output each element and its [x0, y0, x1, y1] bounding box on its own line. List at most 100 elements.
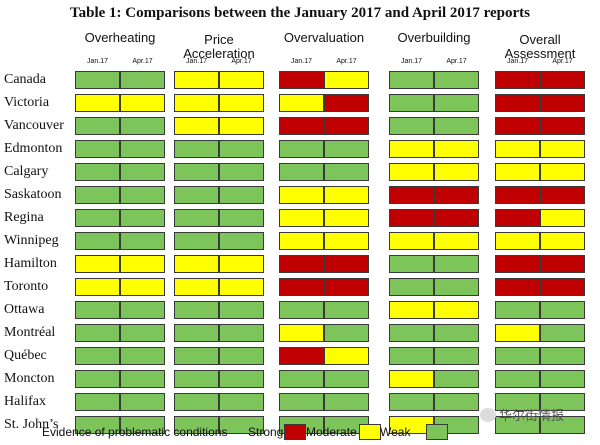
rating-cell [279, 117, 324, 135]
rating-cell [434, 255, 479, 273]
period-header: Jan.17 [290, 58, 313, 65]
rating-cell [120, 94, 165, 112]
rating-cell [219, 94, 264, 112]
rating-cell [174, 347, 219, 365]
rating-cell [434, 94, 479, 112]
rating-cell [120, 393, 165, 411]
rating-cell [540, 117, 585, 135]
rating-cell [219, 186, 264, 204]
period-header: Apr.17 [446, 58, 467, 65]
city-label: Québec [4, 348, 47, 363]
rating-cell [75, 278, 120, 296]
rating-cell [434, 71, 479, 89]
rating-cell [120, 370, 165, 388]
rating-cell [75, 232, 120, 250]
category-header-text: Overvaluation [284, 31, 364, 45]
rating-cell [495, 94, 540, 112]
rating-cell [219, 278, 264, 296]
rating-cell [279, 209, 324, 227]
rating-cell [389, 186, 434, 204]
rating-cell [75, 347, 120, 365]
rating-cell [75, 186, 120, 204]
rating-cell [540, 232, 585, 250]
rating-cell [324, 347, 369, 365]
rating-cell [174, 393, 219, 411]
rating-cell [495, 71, 540, 89]
rating-cell [75, 94, 120, 112]
rating-cell [120, 232, 165, 250]
table-title: Table 1: Comparisons between the January… [69, 5, 531, 21]
rating-cell [389, 117, 434, 135]
rating-cell [174, 140, 219, 158]
rating-cell [75, 117, 120, 135]
rating-cell [75, 324, 120, 342]
category-header-line1: Overheating [84, 30, 156, 45]
rating-cell [174, 232, 219, 250]
city-label: Hamilton [4, 256, 57, 271]
rating-cell [75, 416, 120, 434]
rating-cell [174, 324, 219, 342]
rating-cell [219, 301, 264, 319]
rating-cell [389, 140, 434, 158]
legend-label-weak: Weak [380, 425, 411, 439]
rating-cell [279, 278, 324, 296]
rating-cell [389, 209, 434, 227]
city-label: Toronto [4, 279, 49, 294]
rating-cell [75, 163, 120, 181]
category-header-line1: Overbuilding [397, 30, 471, 45]
rating-cell [540, 347, 585, 365]
rating-cell [540, 163, 585, 181]
rating-cell [495, 301, 540, 319]
period-header: Apr.17 [336, 58, 357, 65]
rating-cell [120, 347, 165, 365]
rating-cell [324, 209, 369, 227]
rating-cell [75, 255, 120, 273]
rating-cell [120, 301, 165, 319]
rating-cell [389, 255, 434, 273]
category-header: Overall Assessment [490, 27, 590, 61]
rating-cell [495, 324, 540, 342]
rating-cell [324, 232, 369, 250]
rating-cell [324, 393, 369, 411]
rating-cell [219, 347, 264, 365]
category-header-line2: Acceleration [183, 46, 255, 61]
rating-cell [495, 393, 540, 411]
rating-cell [389, 301, 434, 319]
rating-cell [434, 232, 479, 250]
rating-cell [389, 278, 434, 296]
rating-cell [434, 186, 479, 204]
rating-cell [389, 232, 434, 250]
city-label: Montréal [4, 325, 56, 340]
rating-cell [174, 209, 219, 227]
period-header: Apr.17 [231, 58, 252, 65]
rating-cell [495, 255, 540, 273]
rating-cell [279, 255, 324, 273]
rating-cell [540, 140, 585, 158]
rating-cell [434, 324, 479, 342]
rating-cell [434, 163, 479, 181]
rating-cell [219, 163, 264, 181]
rating-cell [495, 117, 540, 135]
rating-cell [324, 186, 369, 204]
rating-cell [540, 324, 585, 342]
period-header: Jan.17 [400, 58, 423, 65]
rating-cell [219, 393, 264, 411]
rating-cell [434, 209, 479, 227]
rating-cell [279, 163, 324, 181]
watermark-text: 华尔街情报 [499, 409, 565, 424]
rating-cell [324, 163, 369, 181]
category-header-line2: Assessment [504, 46, 576, 61]
rating-cell [279, 393, 324, 411]
rating-cell [324, 140, 369, 158]
rating-cell [324, 324, 369, 342]
category-header-text: Overheating [85, 31, 156, 45]
rating-cell [174, 186, 219, 204]
city-label: St. John’s [4, 417, 59, 432]
city-label: Canada [4, 72, 46, 87]
legend: Evidence of problematic conditions Stron… [0, 424, 600, 442]
rating-cell [219, 71, 264, 89]
legend-label-strong: Strong [248, 425, 284, 439]
rating-cell [540, 71, 585, 89]
rating-cell [434, 117, 479, 135]
period-header: Apr.17 [552, 58, 573, 65]
